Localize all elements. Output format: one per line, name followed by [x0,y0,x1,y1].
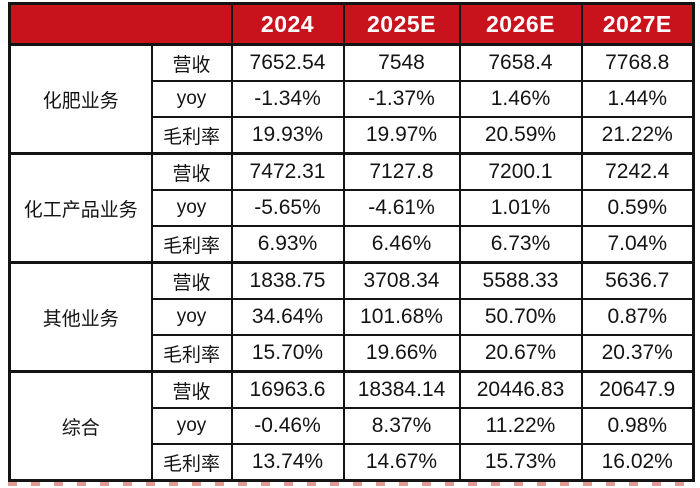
value-cell: 0.59% [580,189,695,227]
value-cell: 20.59% [458,116,583,155]
value-cell: 7472.31 [230,152,345,191]
table-row: yoy -1.34% -1.37% 1.46% 1.44% [10,80,695,118]
value-cell: 7200.1 [458,152,583,191]
cropped-text-line-fragment [8,482,692,486]
value-cell: -1.34% [230,80,345,118]
value-cell: 19.97% [342,116,461,155]
table-row: 毛利率 6.93% 6.46% 6.73% 7.04% [10,225,695,264]
value-cell: 7658.4 [458,43,583,82]
value-cell: 15.70% [230,334,345,373]
value-cell: 18384.14 [342,370,461,409]
value-cell: 20.67% [458,334,583,373]
value-cell: 21.22% [580,116,695,155]
metric-label: 毛利率 [150,334,233,373]
group-label-chemical-products: 化工产品业务 [8,152,153,264]
value-cell: -1.37% [342,80,461,118]
value-cell: 1.46% [458,80,583,118]
value-cell: 6.46% [342,225,461,264]
value-cell: -0.46% [230,407,345,445]
financial-forecast-table: 2024 2025E 2026E 2027E 化肥业务 营收 7652.54 7… [8,2,695,482]
value-cell: 20647.9 [580,370,695,409]
metric-label: yoy [150,80,233,118]
value-cell: -5.65% [230,189,345,227]
metric-label: yoy [150,189,233,227]
table-row: yoy -0.46% 8.37% 11.22% 0.98% [10,407,695,445]
metric-label: 毛利率 [150,225,233,264]
metric-label: 营收 [150,370,233,409]
table-row: 毛利率 13.74% 14.67% 15.73% 16.02% [10,443,695,482]
value-cell: 7548 [342,43,461,82]
value-cell: 0.98% [580,407,695,445]
value-cell: 5588.33 [458,261,583,300]
header-corner-cell [8,2,233,46]
value-cell: 1.01% [458,189,583,227]
value-cell: 1838.75 [230,261,345,300]
value-cell: 34.64% [230,298,345,336]
value-cell: 16.02% [580,443,695,482]
table-row: 综合 营收 16963.6 18384.14 20446.83 20647.9 [8,370,695,482]
value-cell: 19.66% [342,334,461,373]
value-cell: 50.70% [458,298,583,336]
value-cell: 6.73% [458,225,583,264]
metric-label: 毛利率 [150,116,233,155]
metric-label: yoy [150,298,233,336]
metric-label: yoy [150,407,233,445]
table-row: 化肥业务 营收 7652.54 7548 7658.4 7768.8 [8,43,695,155]
value-cell: 1.44% [580,80,695,118]
header-year-2024: 2024 [230,2,345,46]
metric-label: 营收 [150,152,233,191]
group-label-fertilizer: 化肥业务 [8,43,153,155]
value-cell: 7652.54 [230,43,345,82]
value-cell: 19.93% [230,116,345,155]
value-cell: 11.22% [458,407,583,445]
group-label-other-business: 其他业务 [8,261,153,373]
value-cell: 3708.34 [342,261,461,300]
value-cell: 6.93% [230,225,345,264]
value-cell: -4.61% [342,189,461,227]
value-cell: 16963.6 [230,370,345,409]
table-row: yoy 34.64% 101.68% 50.70% 0.87% [10,298,695,336]
value-cell: 101.68% [342,298,461,336]
metric-label: 营收 [150,43,233,82]
value-cell: 20446.83 [458,370,583,409]
group-label-composite: 综合 [8,370,153,482]
value-cell: 15.73% [458,443,583,482]
metric-label: 营收 [150,261,233,300]
value-cell: 5636.7 [580,261,695,300]
value-cell: 7242.4 [580,152,695,191]
header-row: 2024 2025E 2026E 2027E [8,2,695,46]
table-row: yoy -5.65% -4.61% 1.01% 0.59% [10,189,695,227]
value-cell: 13.74% [230,443,345,482]
value-cell: 0.87% [580,298,695,336]
table-row: 化工产品业务 营收 7472.31 7127.8 7200.1 7242.4 [8,152,695,264]
value-cell: 7.04% [580,225,695,264]
header-year-2026e: 2026E [458,2,583,46]
value-cell: 7768.8 [580,43,695,82]
value-cell: 8.37% [342,407,461,445]
value-cell: 20.37% [580,334,695,373]
header-year-2027e: 2027E [580,2,695,46]
header-year-2025e: 2025E [342,2,461,46]
table-row: 毛利率 15.70% 19.66% 20.67% 20.37% [10,334,695,373]
value-cell: 14.67% [342,443,461,482]
table-row: 毛利率 19.93% 19.97% 20.59% 21.22% [10,116,695,155]
value-cell: 7127.8 [342,152,461,191]
table-row: 其他业务 营收 1838.75 3708.34 5588.33 5636.7 [8,261,695,373]
metric-label: 毛利率 [150,443,233,482]
